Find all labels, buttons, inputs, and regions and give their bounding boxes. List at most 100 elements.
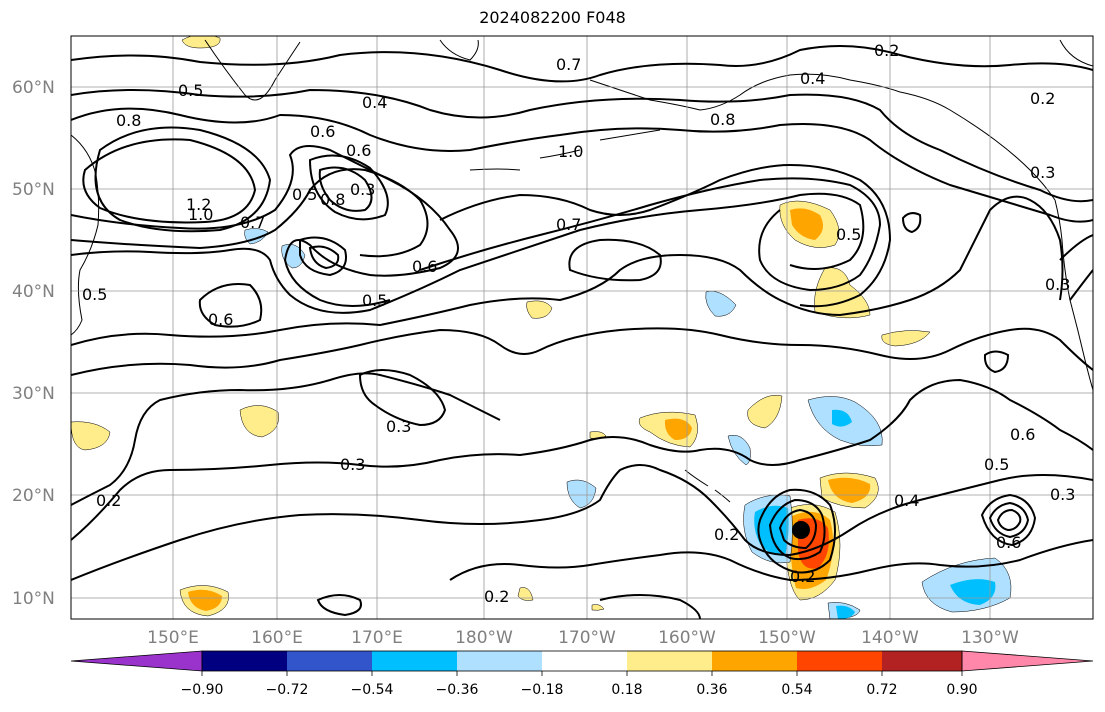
contour-label: 0.7 <box>556 55 581 74</box>
contour-label: 0.8 <box>710 110 735 129</box>
map-frame <box>70 35 1094 620</box>
contour-line <box>71 378 1093 541</box>
contour-label: 0.4 <box>800 69 825 88</box>
shade-positive-mid <box>664 418 692 440</box>
contour-line <box>71 45 1093 83</box>
lon-tick-label: 180°W <box>455 628 513 648</box>
contour-label: 0.7 <box>556 215 581 234</box>
lat-tick-label: 20°N <box>12 486 55 506</box>
contour-label: 0.3 <box>386 417 411 436</box>
contour-label: 0.2 <box>790 567 815 586</box>
coastline-kamchatka <box>204 39 301 101</box>
contour-line <box>768 498 826 561</box>
contour-line <box>94 126 272 233</box>
coastline-aleutians <box>469 129 661 171</box>
colorbar-tick-label: −0.90 <box>181 682 224 698</box>
colorbar-tick-label: 0.90 <box>946 682 977 698</box>
colorbar-extend-high <box>961 650 1094 672</box>
contour-line <box>71 88 1093 203</box>
colorbar-segment <box>712 651 797 671</box>
shade-positive <box>747 395 783 429</box>
colorbar-segment <box>287 651 372 671</box>
contour-line <box>71 372 501 506</box>
colorbar-segment <box>627 651 712 671</box>
colorbar-segment <box>202 651 287 671</box>
colorbar: −0.90 −0.72 −0.54 −0.36 −0.18 0.18 0.36 … <box>70 650 1094 698</box>
latitude-labels: 60°N 50°N 40°N 30°N 20°N 10°N <box>12 78 55 609</box>
shade-negative <box>566 479 597 509</box>
shade-negative-mid <box>950 579 996 605</box>
shade-positive <box>881 330 931 347</box>
contour-line <box>71 195 1064 346</box>
contour-label: 0.6 <box>208 310 233 329</box>
contour-label: 0.2 <box>714 525 739 544</box>
lat-tick-label: 30°N <box>12 384 55 404</box>
contour-label: 0.5 <box>178 81 203 100</box>
contour-label-layer: 0.5 0.8 1.2 1.0 0.7 0.4 0.6 0.3 0.8 0.5 … <box>82 41 1075 606</box>
longitude-labels: 150°E 160°E 170°E 180°W 170°W 160°W 150°… <box>147 628 1019 648</box>
lon-tick-label: 160°W <box>658 628 716 648</box>
colorbar-tick-label: −0.72 <box>266 682 309 698</box>
contour-line <box>308 245 340 270</box>
contour-label: 0.8 <box>116 111 141 130</box>
coastline-alaska <box>439 39 1093 201</box>
contour-label: 0.5 <box>362 291 387 310</box>
contour-line <box>439 163 892 308</box>
colorbar-tick-label: 0.36 <box>696 682 727 698</box>
colorbar-tick-label: 0.18 <box>611 682 642 698</box>
contour-line <box>71 327 1093 376</box>
map-background <box>71 36 1093 619</box>
colorbar-frame <box>201 650 963 672</box>
contour-label: 0.4 <box>894 491 919 510</box>
contour-label: 0.7 <box>240 213 265 232</box>
lat-tick-label: 60°N <box>12 78 55 98</box>
contour-line <box>71 145 459 307</box>
shade-positive-mid <box>828 477 871 503</box>
colorbar-segment <box>797 651 882 671</box>
lon-tick-label: 150°W <box>758 628 816 648</box>
shade-positive <box>526 300 553 319</box>
contour-line <box>358 369 447 427</box>
contour-line <box>308 154 389 221</box>
storm-center-marker <box>792 521 810 539</box>
contour-label: 0.6 <box>310 122 335 141</box>
lon-tick-label: 170°W <box>558 628 616 648</box>
contour-label: 0.5 <box>836 225 861 244</box>
contour-line <box>71 168 429 258</box>
contour-line <box>71 464 1093 581</box>
contour-label: 0.3 <box>1045 275 1070 294</box>
contour-line <box>316 594 362 617</box>
contour-label: 1.0 <box>558 142 583 161</box>
contour-line <box>980 493 1037 547</box>
contour-lines <box>71 45 1093 619</box>
colorbar-segment <box>457 651 542 671</box>
contour-label: 0.2 <box>874 41 899 60</box>
shade-positive-mid <box>790 208 824 240</box>
colorbar-tick-label: 0.72 <box>866 682 897 698</box>
colorbar-segment <box>542 651 627 671</box>
shade-positive <box>239 405 279 438</box>
contour-line <box>983 350 1010 374</box>
shade-positive <box>71 421 111 451</box>
contour-line <box>1059 234 1093 301</box>
shade-negative <box>705 291 737 317</box>
lat-tick-label: 50°N <box>12 180 55 200</box>
contour-label: 0.3 <box>1030 163 1055 182</box>
contour-label: 1.0 <box>188 205 213 224</box>
contour-line <box>198 283 263 328</box>
contour-line <box>449 539 1093 582</box>
lon-tick-label: 130°W <box>961 628 1019 648</box>
shade-positive <box>591 604 605 611</box>
contour-line <box>778 508 818 550</box>
contour-label: 0.3 <box>340 455 365 474</box>
contour-label: 0.2 <box>96 491 121 510</box>
contour-label: 0.2 <box>484 587 509 606</box>
lon-tick-label: 150°E <box>147 628 199 648</box>
map-title: 2024082200 F048 <box>479 8 626 27</box>
contour-line <box>71 192 865 314</box>
contour-label: 0.8 <box>320 190 345 209</box>
contour-label: 0.6 <box>346 141 371 160</box>
contour-line <box>299 236 347 277</box>
lon-tick-label: 160°E <box>251 628 303 648</box>
shade-positive-mid <box>188 589 222 611</box>
